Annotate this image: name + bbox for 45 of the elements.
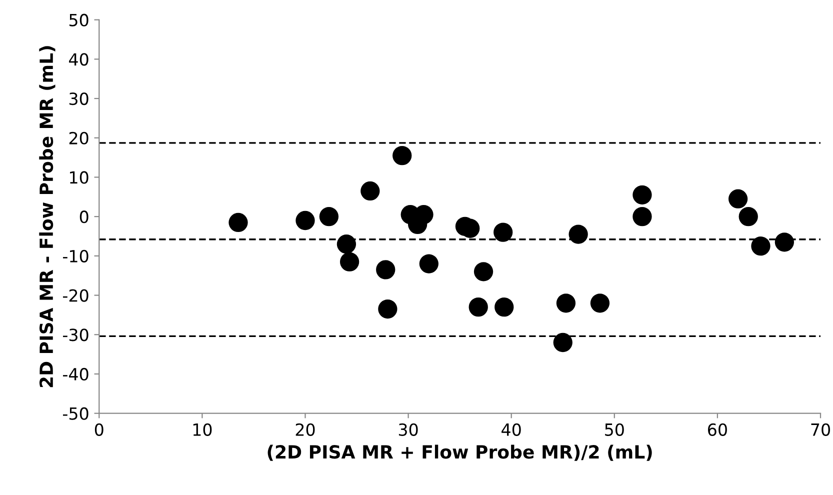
point — [494, 222, 513, 242]
x-tick-label: 40 — [502, 423, 521, 436]
y-axis-title: 2D PISA MR - Flow Probe MR (mL) — [39, 46, 56, 388]
y-tick-label: -30 — [63, 328, 88, 342]
point — [296, 210, 315, 230]
point — [774, 232, 794, 252]
y-tick-label: 20 — [69, 132, 88, 144]
point — [468, 298, 488, 317]
point — [494, 298, 514, 317]
y-tick-label: 10 — [70, 171, 88, 184]
y-tick-label: -20 — [63, 289, 88, 302]
x-tick-label: 10 — [193, 423, 212, 436]
x-tick-label: 0 — [94, 423, 104, 436]
point — [632, 206, 652, 226]
y-tick-label: -50 — [63, 407, 88, 420]
y-tick-label: -40 — [63, 368, 88, 381]
point — [360, 181, 380, 201]
point — [419, 254, 438, 274]
point — [392, 146, 412, 166]
x-tick-label: 70 — [811, 423, 830, 436]
x-axis-title: (2D PISA MR + Flow Probe MR)/2 (mL) — [268, 444, 652, 461]
y-tick-label: 40 — [69, 53, 88, 66]
x-tick-label: 20 — [296, 423, 315, 436]
point — [340, 252, 360, 272]
point — [632, 185, 652, 204]
point — [336, 234, 356, 254]
point — [378, 299, 398, 319]
point — [728, 189, 748, 208]
point — [738, 206, 758, 226]
point — [319, 206, 339, 226]
y-tick-label: 0 — [80, 210, 88, 224]
point — [568, 224, 588, 244]
x-tick-label: 60 — [708, 423, 727, 436]
x-tick-label: 30 — [398, 423, 418, 436]
point — [474, 262, 494, 282]
point — [556, 294, 576, 313]
x-tick-label: 50 — [605, 423, 624, 436]
point — [553, 332, 572, 352]
y-tick-label: 30 — [69, 92, 88, 106]
point — [590, 294, 610, 313]
point — [376, 260, 396, 280]
y-tick-label: 50 — [69, 14, 88, 26]
point — [228, 212, 248, 232]
y-tick-label: -10 — [63, 250, 88, 262]
point — [751, 236, 770, 256]
